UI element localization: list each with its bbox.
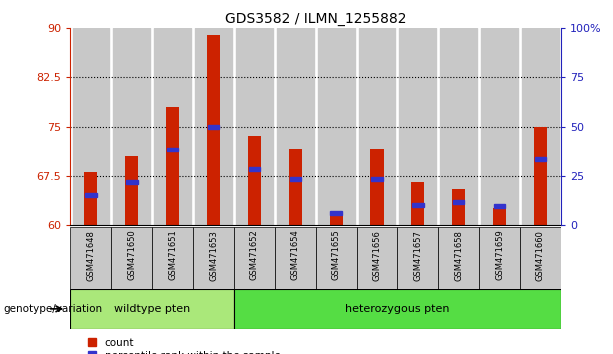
Bar (195, 28, 232, 225)
Legend: count, percentile rank within the sample: count, percentile rank within the sample (88, 338, 281, 354)
Text: GSM471657: GSM471657 (413, 230, 422, 280)
Bar (70, 289, 234, 329)
FancyBboxPatch shape (520, 227, 561, 289)
Bar (535, 157, 546, 161)
Bar (85, 193, 97, 197)
Bar (85, 172, 97, 225)
Text: GSM471660: GSM471660 (536, 230, 545, 280)
Bar (453, 200, 465, 204)
Bar (411, 182, 424, 225)
Text: GSM471652: GSM471652 (250, 230, 259, 280)
FancyBboxPatch shape (397, 227, 438, 289)
Text: genotype/variation: genotype/variation (3, 304, 102, 314)
Text: wildtype pten: wildtype pten (114, 304, 191, 314)
FancyBboxPatch shape (479, 227, 520, 289)
Text: GSM471659: GSM471659 (495, 230, 504, 280)
Text: GSM471655: GSM471655 (332, 230, 341, 280)
Bar (277, 28, 314, 225)
Bar (400, 28, 436, 225)
Bar (481, 28, 518, 225)
FancyBboxPatch shape (357, 227, 397, 289)
Bar (370, 149, 384, 225)
Title: GDS3582 / ILMN_1255882: GDS3582 / ILMN_1255882 (225, 12, 406, 26)
Bar (289, 149, 302, 225)
Bar (113, 28, 150, 225)
Text: GSM471650: GSM471650 (128, 230, 136, 280)
Bar (330, 215, 343, 225)
Bar (493, 209, 506, 225)
Text: GSM471648: GSM471648 (86, 230, 96, 280)
Bar (318, 28, 354, 225)
Bar (248, 136, 261, 225)
FancyBboxPatch shape (193, 227, 234, 289)
Bar (167, 148, 178, 152)
Bar (72, 28, 109, 225)
Bar (234, 289, 561, 329)
Bar (249, 167, 260, 171)
Bar (330, 211, 342, 215)
Bar (208, 125, 219, 129)
Bar (207, 35, 220, 225)
FancyBboxPatch shape (275, 227, 316, 289)
FancyBboxPatch shape (234, 227, 275, 289)
Text: GSM471656: GSM471656 (373, 230, 381, 280)
FancyBboxPatch shape (70, 227, 112, 289)
Bar (522, 28, 559, 225)
Bar (371, 177, 383, 181)
Text: GSM471654: GSM471654 (291, 230, 300, 280)
FancyBboxPatch shape (152, 227, 193, 289)
Text: heterozygous pten: heterozygous pten (345, 304, 450, 314)
Bar (166, 107, 179, 225)
Bar (452, 189, 465, 225)
Bar (494, 205, 505, 209)
Text: GSM471653: GSM471653 (209, 230, 218, 280)
Bar (236, 28, 273, 225)
Bar (359, 28, 395, 225)
FancyBboxPatch shape (438, 227, 479, 289)
FancyBboxPatch shape (112, 227, 152, 289)
Text: GSM471651: GSM471651 (168, 230, 177, 280)
Bar (154, 28, 191, 225)
Bar (534, 127, 547, 225)
Bar (412, 203, 424, 207)
Text: GSM471658: GSM471658 (454, 230, 463, 280)
Bar (126, 180, 137, 184)
Bar (289, 177, 301, 181)
FancyBboxPatch shape (316, 227, 357, 289)
Bar (125, 156, 139, 225)
Bar (440, 28, 477, 225)
